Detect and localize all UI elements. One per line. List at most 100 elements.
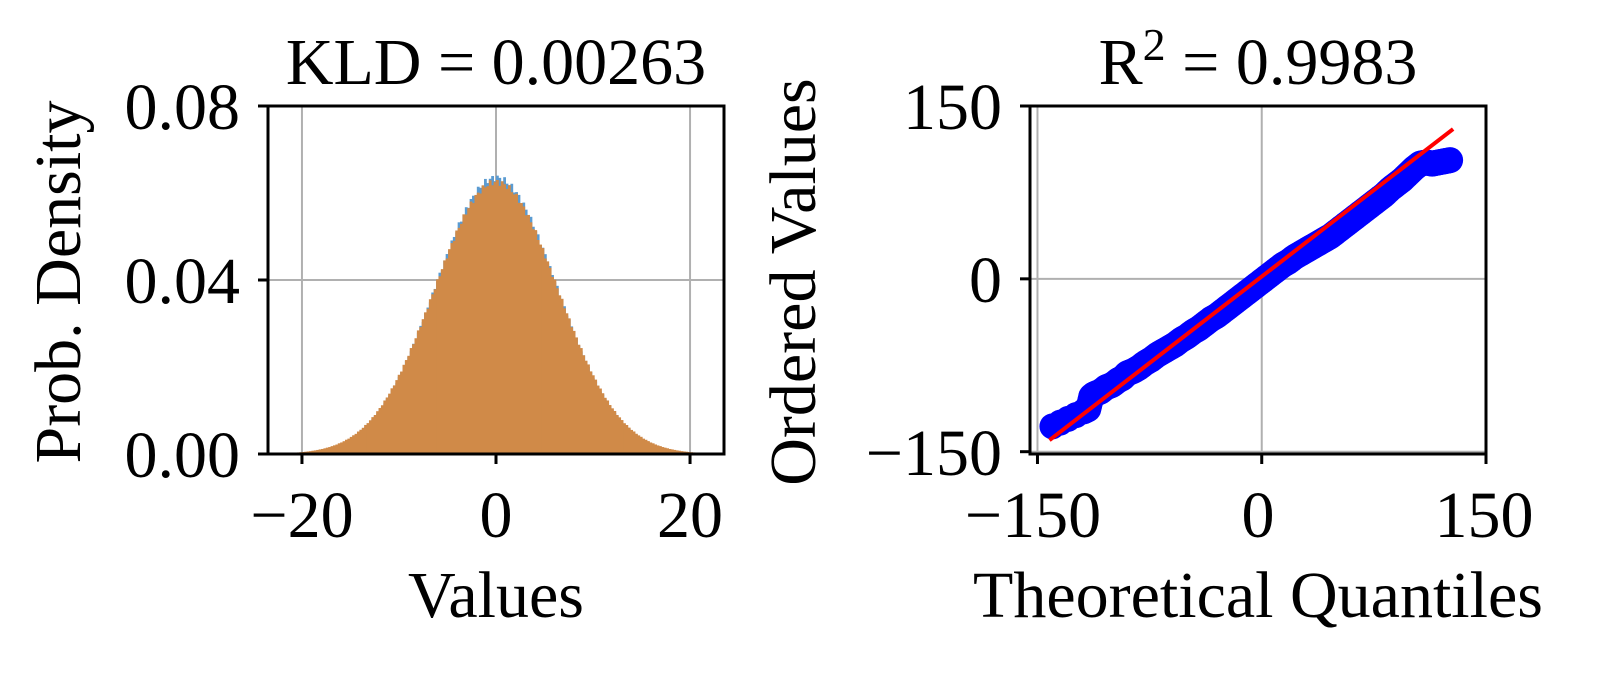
histogram-bar xyxy=(443,260,447,454)
histogram-ylabel: Prob. Density xyxy=(22,101,95,464)
histogram-bar xyxy=(371,417,375,454)
qq-ytick-label: −150 xyxy=(866,417,1002,490)
histogram-bar xyxy=(627,427,631,454)
histogram-bar xyxy=(424,312,427,454)
histogram-bar xyxy=(388,393,391,454)
histogram-bar xyxy=(476,192,480,455)
histogram-bar xyxy=(606,400,610,454)
histogram-bar xyxy=(563,308,566,454)
histogram-bar xyxy=(587,364,590,454)
histogram-xtick-label: 0 xyxy=(480,479,513,552)
histogram-bar xyxy=(474,194,478,455)
histogram-bar xyxy=(378,407,382,454)
histogram-bar xyxy=(575,337,578,454)
histogram-bar xyxy=(551,277,554,454)
histogram-bar xyxy=(584,360,588,454)
histogram-bar xyxy=(632,431,636,454)
histogram-ytick-label: 0.04 xyxy=(125,245,241,318)
histogram-bar xyxy=(455,230,459,454)
histogram-bar xyxy=(433,289,437,454)
qq-points xyxy=(1039,147,1464,440)
histogram-bar xyxy=(323,448,327,454)
histogram-bar xyxy=(368,420,372,454)
qq-xtick-label: 150 xyxy=(1435,479,1534,552)
qq-point xyxy=(1437,147,1464,174)
histogram-bar xyxy=(462,214,466,454)
histogram-xtick-label: −20 xyxy=(250,479,353,552)
histogram-bar xyxy=(325,447,329,454)
histogram-bar xyxy=(412,344,415,454)
histogram-bar xyxy=(472,203,475,454)
histogram-bar xyxy=(469,201,473,454)
histogram-bar xyxy=(572,330,576,454)
histogram-bar xyxy=(438,276,442,454)
histogram-bar xyxy=(536,240,540,454)
histogram-bar xyxy=(385,397,389,454)
histogram-bar xyxy=(390,388,394,454)
histogram-bar xyxy=(409,348,413,454)
histogram-bar xyxy=(649,442,653,454)
histogram-bar xyxy=(558,295,562,454)
histogram-bar xyxy=(361,427,365,454)
histogram-bar xyxy=(560,298,564,454)
histogram-bar xyxy=(517,202,521,454)
histogram-bar xyxy=(577,344,581,454)
histogram-bar xyxy=(570,327,574,454)
histogram-bar xyxy=(380,405,384,454)
histogram-bar xyxy=(467,208,471,454)
qq-tick-marks xyxy=(1020,104,1488,464)
histogram-bar xyxy=(491,185,495,454)
histogram-bar xyxy=(661,447,665,454)
histogram-bar xyxy=(603,397,607,454)
histogram-bar xyxy=(618,417,622,454)
histogram-bar xyxy=(500,181,504,454)
histogram-bar xyxy=(416,330,420,454)
histogram-bar xyxy=(615,414,619,454)
histogram-bar xyxy=(328,447,332,454)
histogram-bar xyxy=(589,371,593,454)
histogram-bar xyxy=(663,447,667,454)
histogram-bar xyxy=(656,445,660,454)
histogram-bar xyxy=(484,187,487,454)
histogram-bar xyxy=(637,435,641,454)
histogram-bar xyxy=(352,435,355,454)
histogram-bar xyxy=(337,443,341,454)
histogram-bar xyxy=(426,308,430,454)
histogram-bar xyxy=(673,449,677,454)
histogram-bar xyxy=(658,446,662,454)
histogram-bar xyxy=(620,420,624,454)
histogram-bar xyxy=(527,214,530,454)
histogram-bar xyxy=(546,261,550,454)
histogram-bar xyxy=(333,445,336,454)
histogram-bar xyxy=(651,443,655,454)
histogram-bar xyxy=(335,444,339,454)
histogram-bar xyxy=(541,248,545,454)
histogram-bar xyxy=(498,185,502,454)
histogram-bar xyxy=(666,448,669,454)
qq-panel: R2 = 0.9983 150 0 −150 −150 0 150 Theore… xyxy=(757,19,1543,632)
histogram-bar xyxy=(644,439,648,454)
histogram-bar xyxy=(534,230,538,454)
histogram-bar xyxy=(639,436,643,454)
histogram-bar xyxy=(519,203,523,454)
histogram-bar xyxy=(670,449,674,454)
histogram-bar xyxy=(330,446,334,454)
histogram-bar xyxy=(594,379,598,454)
histogram-bar xyxy=(522,206,526,454)
histogram-bar xyxy=(596,385,600,454)
histogram-tick-marks xyxy=(258,104,692,464)
histogram-xtick-label: 20 xyxy=(657,479,723,552)
histogram-bar xyxy=(359,429,363,454)
histogram-bar xyxy=(613,410,617,454)
histogram-bar xyxy=(316,449,320,454)
histogram-bar xyxy=(397,374,401,454)
histogram-bar xyxy=(507,185,511,454)
histogram-bar xyxy=(565,313,569,454)
histogram-bar xyxy=(623,423,626,454)
histogram-bar xyxy=(496,180,499,454)
histogram-bar xyxy=(313,450,317,454)
histogram-bars xyxy=(292,175,701,455)
histogram-bar xyxy=(505,188,509,454)
histogram-bar xyxy=(356,431,360,454)
